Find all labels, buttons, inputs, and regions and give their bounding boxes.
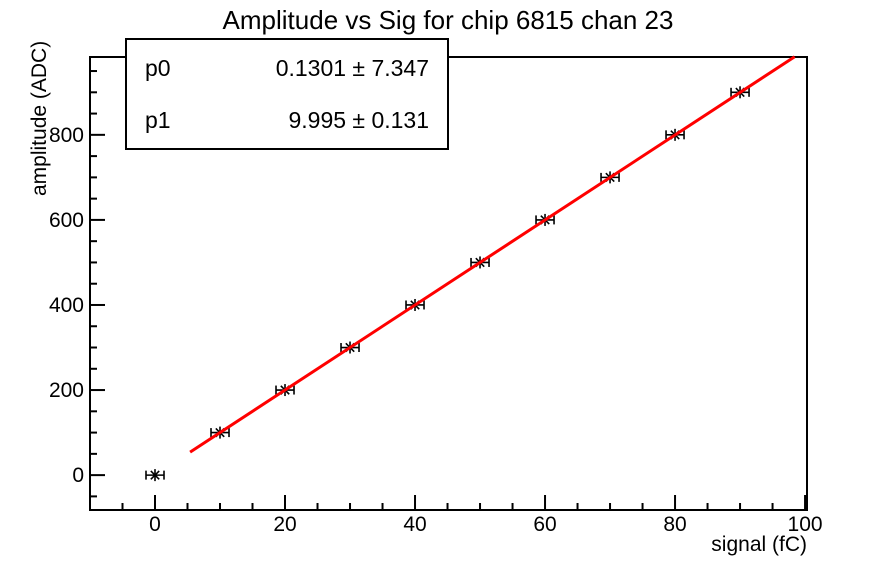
marker-asterisk xyxy=(150,470,160,480)
x-tick-label: 20 xyxy=(273,513,296,536)
y-tick-label: 400 xyxy=(49,294,84,317)
stat-p1-value: 9.995 ± 0.131 xyxy=(288,106,429,133)
stat-p0-value: 0.1301 ± 7.347 xyxy=(275,54,429,81)
y-tick-label: 200 xyxy=(49,379,84,402)
y-axis-title: amplitude (ADC) xyxy=(28,41,51,196)
x-tick-label: 60 xyxy=(533,513,556,536)
chart-title: Amplitude vs Sig for chip 6815 chan 23 xyxy=(222,5,674,35)
x-tick-label: 0 xyxy=(149,513,161,536)
y-tick-label: 0 xyxy=(72,464,84,487)
y-tick-label: 800 xyxy=(49,124,84,147)
stats-row-p0: p0 0.1301 ± 7.347 xyxy=(145,55,429,82)
stat-p0-label: p0 xyxy=(145,54,171,81)
y-tick-label: 600 xyxy=(49,209,84,232)
stats-row-p1: p1 9.995 ± 0.131 xyxy=(145,107,429,134)
x-tick-label: 80 xyxy=(663,513,686,536)
x-tick-label: 40 xyxy=(403,513,426,536)
fit-stats-box: p0 0.1301 ± 7.347 p1 9.995 ± 0.131 xyxy=(125,38,449,150)
x-axis-title: signal (fC) xyxy=(711,533,807,556)
stat-p1-label: p1 xyxy=(145,106,171,133)
x-tick-label: 100 xyxy=(788,513,823,536)
fit-line xyxy=(189,55,796,454)
